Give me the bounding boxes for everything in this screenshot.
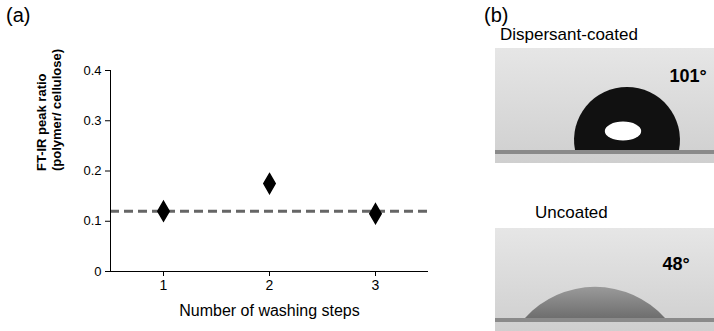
svg-text:0.4: 0.4: [83, 63, 101, 78]
svg-text:48°: 48°: [662, 254, 689, 274]
svg-text:1: 1: [160, 277, 168, 293]
svg-text:0: 0: [94, 264, 101, 279]
svg-text:0.2: 0.2: [83, 163, 101, 178]
html-text:(a): (a): [6, 4, 31, 26]
svg-text:Number of washing steps: Number of washing steps: [179, 302, 360, 319]
svg-text:3: 3: [372, 277, 380, 293]
svg-text:Dispersant-coated: Dispersant-coated: [500, 25, 638, 44]
svg-text:Uncoated: Uncoated: [535, 203, 608, 222]
svg-text:FT-IR peak ratio(polymer/ cell: FT-IR peak ratio(polymer/ cellulose): [34, 49, 64, 171]
svg-text:0.3: 0.3: [83, 113, 101, 128]
svg-text:0.1: 0.1: [83, 213, 101, 228]
html-text:(b): (b): [484, 4, 509, 26]
svg-text:101°: 101°: [669, 66, 706, 86]
svg-text:2: 2: [266, 277, 274, 293]
